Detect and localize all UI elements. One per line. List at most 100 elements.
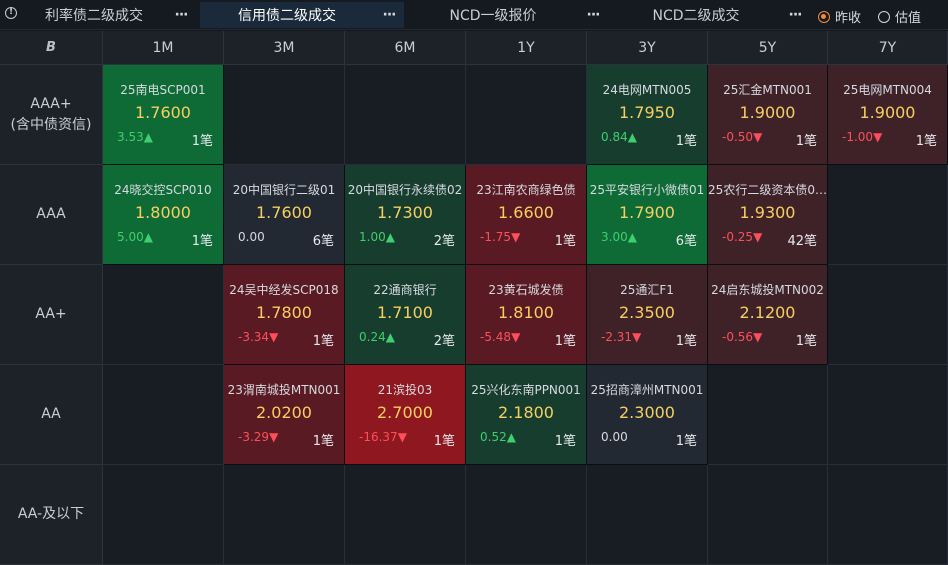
bond-trade-cell[interactable]: 24电网MTN005 1.7950 0.84▲ 1笔	[587, 65, 708, 165]
yield-change: -0.50▼	[722, 130, 762, 144]
trade-yield: 1.9300	[739, 203, 796, 222]
change-value: -2.31	[601, 330, 633, 344]
bond-trade-cell[interactable]: 24启东城投MTN002 2.1200 -0.56▼ 1笔	[708, 265, 828, 365]
change-value: -16.37	[359, 430, 398, 444]
yield-change: -0.25▼	[722, 230, 762, 244]
empty-cell	[103, 265, 224, 365]
bond-trade-cell[interactable]: 23江南农商绿色债 1.6600 -1.75▼ 1笔	[466, 165, 587, 265]
trade-yield: 2.1200	[739, 303, 796, 322]
more-icon[interactable]: ···	[586, 7, 601, 23]
change-value: 3.00	[601, 230, 628, 244]
bond-trade-cell[interactable]: 25平安银行小微债01 1.7900 3.00▲ 6笔	[587, 165, 708, 265]
tab-credit-bond-trades[interactable]: 信用债二级成交 ···	[200, 2, 404, 28]
more-icon[interactable]: ···	[788, 7, 803, 23]
bond-trade-cell[interactable]: 25招商漳州MTN001 2.3000 0.00 1笔	[587, 365, 708, 465]
empty-cell	[708, 365, 828, 465]
radio-valuation[interactable]: 估值	[878, 7, 921, 26]
trade-yield: 1.8100	[498, 303, 554, 322]
trade-count: 1笔	[675, 334, 697, 349]
empty-cell	[828, 465, 948, 565]
bond-trade-cell[interactable]: 25农行二级资本债0… 1.9300 -0.25▼ 42笔	[708, 165, 828, 265]
empty-cell	[224, 65, 345, 165]
arrow-down-icon: ▼	[269, 330, 279, 344]
tenor-header-5y[interactable]: 5Y	[708, 31, 828, 65]
bond-name: 25通汇F1	[620, 283, 674, 297]
tenor-header-1y[interactable]: 1Y	[466, 31, 587, 65]
trade-count: 1笔	[554, 334, 576, 349]
tab-label: NCD二级成交	[652, 8, 740, 24]
bond-name: 25平安银行小微债01	[589, 183, 705, 197]
arrow-up-icon: ▲	[627, 230, 637, 244]
bond-name: 23渭南城投MTN001	[227, 383, 341, 397]
trade-yield: 1.7600	[135, 103, 191, 122]
more-icon[interactable]: ···	[174, 7, 189, 23]
empty-cell	[708, 465, 828, 565]
trade-count: 2笔	[433, 334, 455, 349]
bond-trade-cell[interactable]: 25电网MTN004 1.9000 -1.00▼ 1笔	[828, 65, 948, 165]
arrow-up-icon: ▲	[143, 230, 153, 244]
empty-cell	[828, 365, 948, 465]
tenor-header-3m[interactable]: 3M	[224, 31, 345, 65]
bond-trade-cell[interactable]: 21滨投03 2.7000 -16.37▼ 1笔	[345, 365, 466, 465]
bond-name: 24启东城投MTN002	[711, 283, 824, 297]
tenor-header-6m[interactable]: 6M	[345, 31, 466, 65]
empty-cell	[587, 465, 708, 565]
rating-row-header: AA	[0, 365, 103, 465]
tab-rate-bond-trades[interactable]: 利率债二级成交 ···	[22, 2, 196, 28]
bond-name: 25兴化东南PPN001	[471, 383, 581, 397]
trade-yield: 2.3500	[619, 303, 675, 322]
bond-trade-cell[interactable]: 23黄石城发债 1.8100 -5.48▼ 1笔	[466, 265, 587, 365]
trade-count: 1笔	[191, 234, 213, 249]
trade-count: 1笔	[433, 434, 455, 449]
bond-trade-cell[interactable]: 25汇金MTN001 1.9000 -0.50▼ 1笔	[708, 65, 828, 165]
tab-ncd-secondary-trades[interactable]: NCD二级成交 ···	[612, 2, 810, 28]
change-value: -0.56	[722, 330, 754, 344]
bond-trade-cell[interactable]: 24吴中经发SCP018 1.7800 -3.34▼ 1笔	[224, 265, 345, 365]
tab-ncd-primary-quotes[interactable]: NCD一级报价 ···	[408, 2, 608, 28]
trade-yield: 2.3000	[619, 403, 675, 422]
trade-yield: 1.7950	[619, 103, 675, 122]
yield-change: 3.53▲	[117, 130, 153, 144]
yield-change: -1.00▼	[842, 130, 882, 144]
yield-change: -3.29▼	[238, 430, 278, 444]
rating-label: AAA+	[30, 95, 72, 112]
trade-yield: 2.7000	[377, 403, 433, 422]
bond-name: 23黄石城发债	[488, 283, 564, 297]
bond-trade-cell[interactable]: 24晓交控SCP010 1.8000 5.00▲ 1笔	[103, 165, 224, 265]
bond-trade-cell[interactable]: 25南电SCP001 1.7600 3.53▲ 1笔	[103, 65, 224, 165]
more-icon[interactable]: ···	[382, 7, 397, 23]
tenor-header-1m[interactable]: 1M	[103, 31, 224, 65]
yield-change: 0.52▲	[480, 430, 516, 444]
bond-name: 24吴中经发SCP018	[229, 283, 339, 297]
trade-yield: 1.8000	[135, 203, 191, 222]
bond-trade-cell[interactable]: 25通汇F1 2.3500 -2.31▼ 1笔	[587, 265, 708, 365]
change-value: 0.84	[601, 130, 628, 144]
bond-name: 25电网MTN004	[843, 83, 932, 97]
top-tab-bar: ! 利率债二级成交 ··· 信用债二级成交 ··· NCD一级报价 ··· NC…	[0, 0, 948, 30]
yield-change: 5.00▲	[117, 230, 153, 244]
bond-trade-cell[interactable]: 20中国银行永续债02 1.7300 1.00▲ 2笔	[345, 165, 466, 265]
tenor-header-7y[interactable]: 7Y	[828, 31, 948, 65]
trade-count: 1笔	[915, 134, 937, 149]
radio-prev-close[interactable]: 昨收	[818, 7, 861, 26]
trade-yield: 1.7100	[377, 303, 433, 322]
yield-change: -3.34▼	[238, 330, 278, 344]
change-value: -1.00	[842, 130, 874, 144]
change-value: -1.75	[480, 230, 512, 244]
bond-trade-cell[interactable]: 23渭南城投MTN001 2.0200 -3.29▼ 1笔	[224, 365, 345, 465]
trade-count: 1笔	[554, 434, 576, 449]
bond-trade-cell[interactable]: 22通商银行 1.7100 0.24▲ 2笔	[345, 265, 466, 365]
empty-cell	[828, 165, 948, 265]
arrow-up-icon: ▲	[143, 130, 153, 144]
change-value: 0.52	[480, 430, 507, 444]
bond-trade-cell[interactable]: 20中国银行二级01 1.7600 0.00 6笔	[224, 165, 345, 265]
trade-count: 1笔	[312, 334, 334, 349]
arrow-down-icon: ▼	[632, 330, 642, 344]
bond-trade-cell[interactable]: 25兴化东南PPN001 2.1800 0.52▲ 1笔	[466, 365, 587, 465]
tenor-header-3y[interactable]: 3Y	[587, 31, 708, 65]
rating-row-header: AAA	[0, 165, 103, 265]
tab-label: 信用债二级成交	[238, 8, 336, 24]
trade-yield: 1.7800	[256, 303, 312, 322]
info-icon[interactable]: !	[5, 7, 17, 19]
radio-unchecked-icon	[878, 10, 890, 23]
